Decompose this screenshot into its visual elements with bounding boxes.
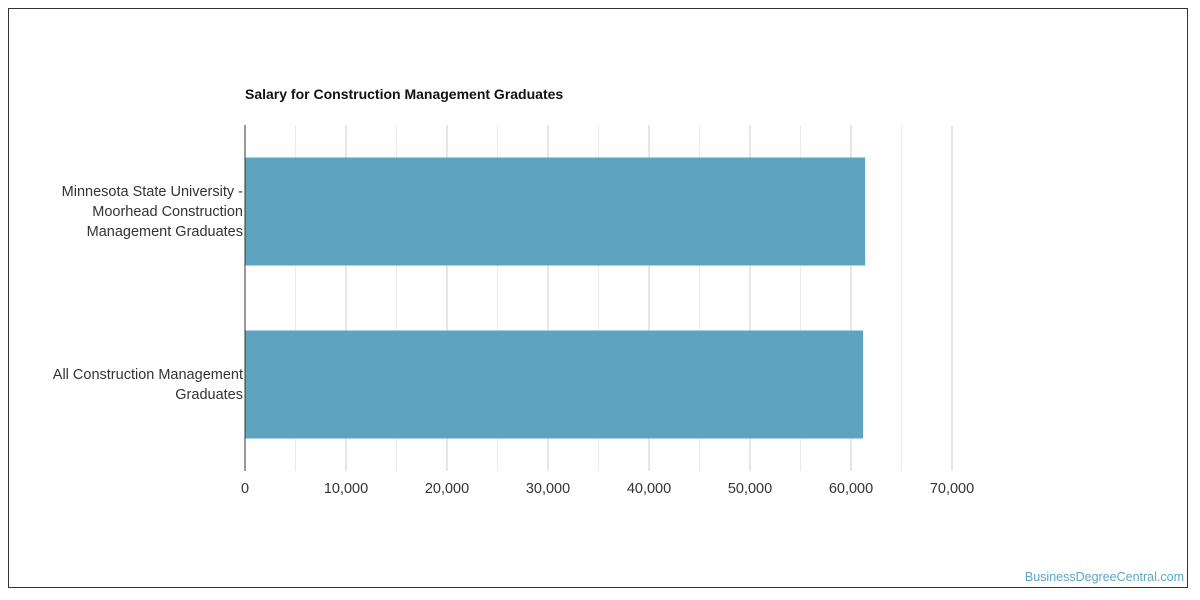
x-tick-label: 10,000 xyxy=(323,481,369,497)
bar-0[interactable] xyxy=(245,157,866,266)
site-watermark[interactable]: BusinessDegreeCentral.com xyxy=(1024,570,1184,584)
x-tick-label: 40,000 xyxy=(626,481,672,497)
chart-title: Salary for Construction Management Gradu… xyxy=(245,86,564,102)
category-label-0: Minnesota State University - Moorhead Con… xyxy=(61,183,243,240)
x-tick-label: 0 xyxy=(240,481,250,497)
category-label-1: All Construction Management Graduates xyxy=(52,366,243,403)
x-tick-label: 30,000 xyxy=(525,481,571,497)
x-tick-label: 50,000 xyxy=(727,481,773,497)
bar-1[interactable] xyxy=(245,330,864,439)
x-tick-label: 20,000 xyxy=(424,481,470,497)
x-tick-label: 70,000 xyxy=(929,481,975,497)
x-tick-label: 60,000 xyxy=(828,481,874,497)
